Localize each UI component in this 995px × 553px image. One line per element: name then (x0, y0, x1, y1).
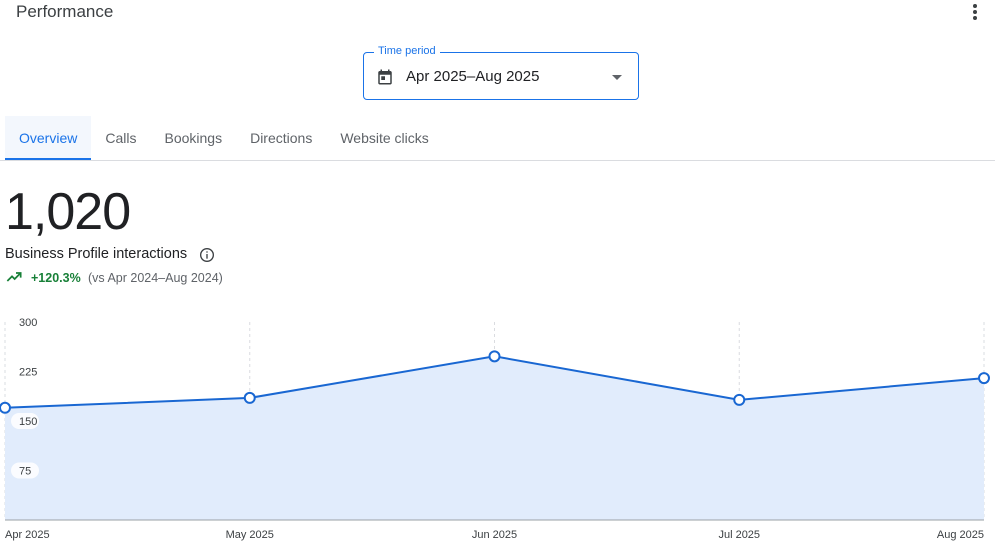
data-point (733, 393, 746, 406)
y-tick-label-bg (11, 462, 39, 479)
x-tick-label: Jul 2025 (718, 529, 760, 541)
data-point (488, 350, 501, 363)
tab-website-clicks[interactable]: Website clicks (340, 130, 429, 146)
y-tick-label: 75 (19, 466, 31, 478)
y-tick-label-bg (11, 363, 39, 380)
y-tick-label-bg (11, 314, 39, 330)
chevron-down-icon (612, 75, 622, 80)
y-tick-label: 300 (19, 317, 37, 329)
info-icon[interactable] (199, 247, 215, 263)
y-tick-label: 225 (19, 367, 37, 379)
page-title: Performance (16, 2, 114, 21)
calendar-icon (378, 69, 392, 85)
data-point (243, 391, 256, 404)
tab-overview[interactable]: Overview (5, 116, 92, 160)
data-point (0, 401, 11, 414)
y-tick-label-bg (11, 413, 39, 429)
tab-calls[interactable]: Calls (105, 130, 137, 146)
interactions-area-chart: 300 225 150 75 Apr 2025 May 2025 Jun 2025 Jul 2… (0, 314, 990, 541)
metric-label: Business Profile interactions (5, 246, 188, 262)
time-period-dropdown[interactable]: Time period Apr 2025–Aug 2025 (363, 45, 639, 100)
tab-directions[interactable]: Directions (250, 130, 313, 146)
tab-divider (0, 160, 995, 161)
area-fill (5, 356, 984, 520)
x-tick-label: Aug 2025 (937, 529, 984, 541)
y-tick-label: 150 (19, 416, 37, 428)
time-period-value: Apr 2025–Aug 2025 (406, 68, 540, 85)
x-tick-label: Jun 2025 (472, 529, 517, 541)
comparison-period: (vs Apr 2024–Aug 2024) (88, 271, 223, 285)
x-tick-label: May 2025 (226, 529, 274, 541)
more-options-icon[interactable] (969, 4, 981, 22)
trending-up-icon (6, 272, 22, 282)
total-interactions-value: 1,020 (5, 183, 131, 241)
change-percent: +120.3% (31, 271, 81, 285)
data-point (978, 372, 990, 385)
x-tick-label: Apr 2025 (5, 529, 50, 541)
tab-bar: Overview Calls Bookings Directions Websi… (5, 116, 443, 160)
time-period-label: Time period (374, 45, 440, 57)
tab-bookings[interactable]: Bookings (164, 130, 223, 146)
